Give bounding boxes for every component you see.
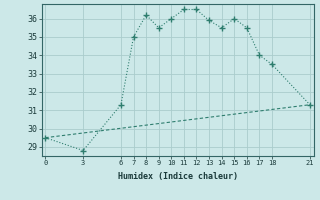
X-axis label: Humidex (Indice chaleur): Humidex (Indice chaleur) — [118, 172, 237, 181]
